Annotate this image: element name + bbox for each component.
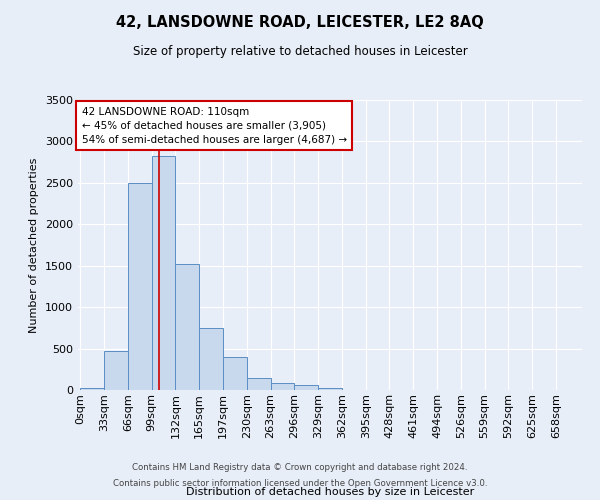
- Bar: [271, 384, 295, 390]
- Text: 42 LANSDOWNE ROAD: 110sqm
← 45% of detached houses are smaller (3,905)
54% of se: 42 LANSDOWNE ROAD: 110sqm ← 45% of detac…: [82, 106, 347, 144]
- Bar: [152, 156, 175, 390]
- Text: Contains public sector information licensed under the Open Government Licence v3: Contains public sector information licen…: [113, 478, 487, 488]
- Bar: [223, 357, 247, 390]
- Y-axis label: Number of detached properties: Number of detached properties: [29, 158, 40, 332]
- Bar: [199, 328, 223, 390]
- Text: 42, LANSDOWNE ROAD, LEICESTER, LE2 8AQ: 42, LANSDOWNE ROAD, LEICESTER, LE2 8AQ: [116, 15, 484, 30]
- Bar: [247, 378, 271, 390]
- Text: Contains HM Land Registry data © Crown copyright and database right 2024.: Contains HM Land Registry data © Crown c…: [132, 464, 468, 472]
- X-axis label: Distribution of detached houses by size in Leicester: Distribution of detached houses by size …: [186, 486, 474, 496]
- Bar: [175, 264, 199, 390]
- Bar: [104, 351, 128, 390]
- Text: Size of property relative to detached houses in Leicester: Size of property relative to detached ho…: [133, 45, 467, 58]
- Bar: [318, 388, 342, 390]
- Bar: [128, 183, 152, 390]
- Bar: [295, 386, 318, 390]
- Bar: [80, 388, 104, 390]
